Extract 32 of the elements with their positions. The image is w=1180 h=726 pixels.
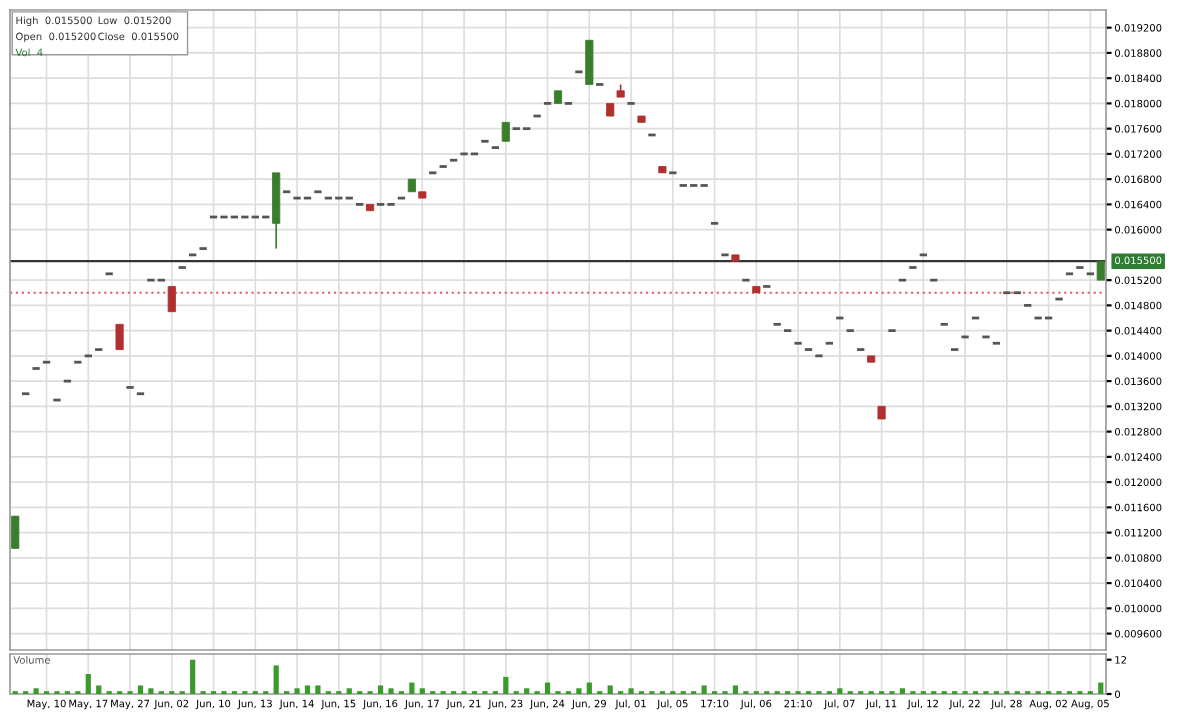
bar	[294, 688, 300, 694]
bar	[701, 685, 707, 694]
bar	[607, 685, 613, 694]
candlestick	[167, 285, 176, 313]
bar	[732, 685, 739, 694]
bar	[409, 682, 415, 694]
bar	[346, 688, 352, 694]
bar	[524, 688, 530, 694]
bar	[544, 682, 551, 694]
bar	[304, 685, 311, 694]
bar	[576, 688, 582, 694]
bar	[315, 685, 321, 694]
bar	[586, 682, 592, 694]
bar	[33, 688, 39, 694]
bar	[388, 688, 394, 694]
candlestick	[501, 121, 510, 143]
bar	[899, 688, 906, 694]
bar	[85, 674, 91, 694]
bar	[419, 688, 425, 694]
candlestick	[11, 515, 20, 550]
bar	[837, 688, 843, 694]
bar	[503, 676, 509, 694]
bar	[148, 688, 154, 694]
bar	[1098, 682, 1104, 694]
bar	[137, 685, 144, 694]
candlestick	[585, 39, 594, 86]
bar	[273, 665, 279, 694]
bar	[377, 685, 384, 694]
candlestick	[115, 323, 124, 351]
bar	[190, 659, 196, 694]
bar	[96, 685, 102, 694]
bar	[628, 688, 634, 694]
